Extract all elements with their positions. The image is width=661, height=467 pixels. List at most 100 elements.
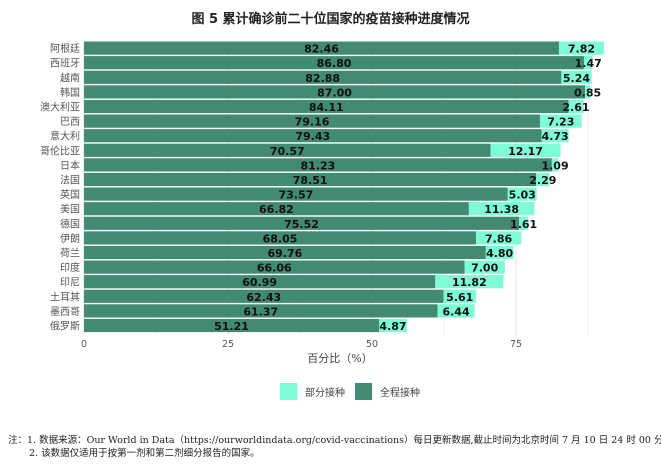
category-label: 伊朗 xyxy=(60,233,80,245)
bar-full xyxy=(84,187,508,201)
data-label-full: 69.76 xyxy=(268,247,303,260)
data-label-full: 86.80 xyxy=(317,57,352,70)
legend-label-partial: 部分接种 xyxy=(305,388,345,399)
x-axis-label: 百分比（%） xyxy=(307,352,372,365)
bar-full xyxy=(84,304,438,318)
bar-full xyxy=(84,172,537,187)
data-label-full: 78.51 xyxy=(293,174,328,187)
chart-title: 图 5 累计确诊前二十位国家的疫苗接种进度情况 xyxy=(191,12,470,27)
x-tick-label: 0 xyxy=(81,339,87,350)
bar-full xyxy=(84,260,465,274)
x-tick-label: 50 xyxy=(366,339,378,350)
data-label-partial: 2.29 xyxy=(529,174,556,187)
data-label-partial: 7.23 xyxy=(547,116,574,129)
bar-partial xyxy=(437,304,475,318)
data-label-full: 87.00 xyxy=(317,86,352,99)
footnotes: 注：1. 数据来源：Our World in Data（https://ourw… xyxy=(8,434,661,460)
bar-partial xyxy=(518,216,529,230)
category-label: 美国 xyxy=(60,203,80,216)
bar-full xyxy=(84,231,476,245)
category-label: 荷兰 xyxy=(60,247,80,260)
category-label: 哥伦比亚 xyxy=(40,144,80,157)
bar-partial xyxy=(378,318,408,333)
bar-full xyxy=(84,318,379,333)
data-label-partial: 4.80 xyxy=(486,247,513,260)
footnote-2: 2. 该数据仅适用于按第一剂和第二剂细分报告的国家。 xyxy=(29,448,260,459)
category-label: 西班牙 xyxy=(50,58,80,70)
bar-partial xyxy=(485,245,514,260)
footnote-1: 注：1. 数据来源：Our World in Data（https://ourw… xyxy=(8,435,661,446)
data-label-full: 75.52 xyxy=(284,218,319,231)
data-label-partial: 7.86 xyxy=(485,232,512,245)
x-tick-label: 25 xyxy=(222,339,234,350)
bar-partial xyxy=(568,99,584,114)
bar-partial xyxy=(561,70,592,84)
data-label-full: 66.06 xyxy=(257,262,292,275)
bar-full xyxy=(84,275,436,289)
bar-chart: 阿根廷 82.46 7.82 西班牙 86.80 1.47 越南 82.88 5.24 韩国 87.… xyxy=(40,41,605,365)
data-label-full: 84.11 xyxy=(309,101,344,114)
bar-partial xyxy=(490,143,561,157)
data-label-full: 68.05 xyxy=(263,232,298,245)
bar-full xyxy=(84,85,586,99)
data-label-partial: 1.61 xyxy=(510,218,537,231)
data-label-partial: 5.61 xyxy=(446,291,473,304)
data-label-full: 82.46 xyxy=(304,43,339,56)
data-label-full: 51.21 xyxy=(214,320,249,333)
bar-partial xyxy=(464,260,505,274)
data-label-full: 82.88 xyxy=(305,72,340,85)
data-label-partial: 7.82 xyxy=(568,43,595,56)
category-label: 法国 xyxy=(60,174,80,187)
bar-partial xyxy=(558,41,605,55)
bar-full xyxy=(84,289,444,303)
data-label-partial: 1.47 xyxy=(575,57,602,70)
bar-full xyxy=(84,114,540,128)
bar-partial xyxy=(507,187,537,201)
data-label-partial: 0.85 xyxy=(574,86,601,99)
data-label-full: 73.57 xyxy=(278,189,313,202)
category-label: 德国 xyxy=(60,217,80,230)
data-label-partial: 1.09 xyxy=(541,159,568,172)
data-label-partial: 6.44 xyxy=(442,305,469,318)
category-label: 巴西 xyxy=(60,116,80,128)
x-tick-label: 75 xyxy=(510,339,522,350)
bar-partial xyxy=(551,158,559,172)
data-label-partial: 12.17 xyxy=(508,145,543,158)
data-label-partial: 11.38 xyxy=(484,203,519,216)
legend-label-full: 全程接种 xyxy=(380,388,420,399)
bar-full xyxy=(84,99,569,114)
bar-full xyxy=(84,70,562,84)
bar-partial xyxy=(475,231,522,245)
data-label-full: 70.57 xyxy=(270,145,305,158)
data-label-full: 66.82 xyxy=(259,203,294,216)
bar-partial xyxy=(541,129,569,143)
bar-full xyxy=(84,41,559,55)
bar-partial xyxy=(585,85,591,99)
category-label: 日本 xyxy=(60,159,80,172)
data-label-partial: 5.03 xyxy=(509,189,536,202)
bar-full xyxy=(84,158,552,172)
bar-partial xyxy=(583,56,593,70)
bar-full xyxy=(84,129,542,143)
category-label: 意大利 xyxy=(50,130,80,143)
data-label-partial: 4.73 xyxy=(542,130,569,143)
bar-partial xyxy=(443,289,476,303)
bar-partial xyxy=(468,202,535,216)
data-label-full: 79.43 xyxy=(295,130,330,143)
bar-partial xyxy=(435,275,504,289)
bar-full xyxy=(84,216,519,230)
bar-full xyxy=(84,143,491,157)
category-label: 越南 xyxy=(60,71,80,84)
data-label-full: 81.23 xyxy=(301,159,336,172)
data-label-partial: 4.87 xyxy=(379,320,406,333)
data-label-partial: 11.82 xyxy=(452,276,487,289)
category-label: 英国 xyxy=(60,188,80,201)
legend: 部分接种 全程接种 xyxy=(280,383,420,400)
legend-swatch-full xyxy=(355,383,372,400)
category-label: 墨西哥 xyxy=(50,306,80,318)
bar-partial xyxy=(536,172,550,187)
bar-full xyxy=(84,56,584,70)
data-label-full: 79.16 xyxy=(295,116,330,129)
category-label: 印尼 xyxy=(60,277,80,289)
category-label: 俄罗斯 xyxy=(50,320,80,333)
